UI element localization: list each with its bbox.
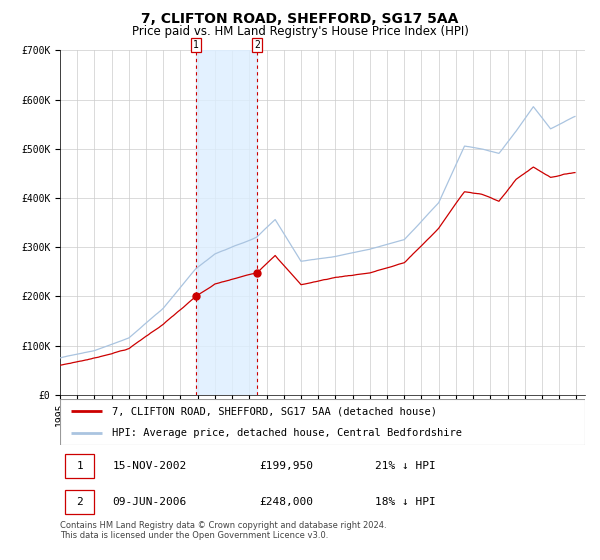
Text: 18% ↓ HPI: 18% ↓ HPI <box>375 497 436 507</box>
Text: Contains HM Land Registry data © Crown copyright and database right 2024.
This d: Contains HM Land Registry data © Crown c… <box>60 521 386 540</box>
Text: 7, CLIFTON ROAD, SHEFFORD, SG17 5AA (detached house): 7, CLIFTON ROAD, SHEFFORD, SG17 5AA (det… <box>113 406 437 416</box>
Text: 1: 1 <box>76 461 83 470</box>
Text: 2: 2 <box>76 497 83 507</box>
Bar <box>65 490 94 514</box>
Text: 7, CLIFTON ROAD, SHEFFORD, SG17 5AA: 7, CLIFTON ROAD, SHEFFORD, SG17 5AA <box>142 12 458 26</box>
Text: 09-JUN-2006: 09-JUN-2006 <box>113 497 187 507</box>
Text: 21% ↓ HPI: 21% ↓ HPI <box>375 461 436 470</box>
Bar <box>65 454 94 478</box>
Text: HPI: Average price, detached house, Central Bedfordshire: HPI: Average price, detached house, Cent… <box>113 428 463 438</box>
Text: 15-NOV-2002: 15-NOV-2002 <box>113 461 187 470</box>
Bar <box>196 50 257 395</box>
Text: Price paid vs. HM Land Registry's House Price Index (HPI): Price paid vs. HM Land Registry's House … <box>131 25 469 38</box>
Text: 2: 2 <box>254 40 260 50</box>
Text: 1: 1 <box>193 40 199 50</box>
Text: £199,950: £199,950 <box>260 461 314 470</box>
Text: £248,000: £248,000 <box>260 497 314 507</box>
